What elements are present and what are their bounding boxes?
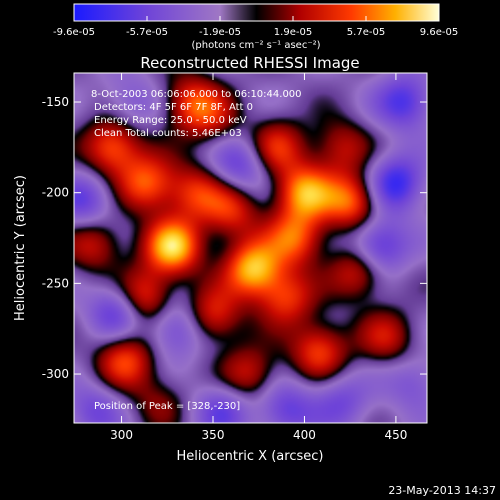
y-axis-label: Heliocentric Y (arcsec) [13, 175, 28, 321]
colorbar-tick-label: -5.7e-05 [126, 27, 168, 38]
colorbar: -9.6e-05 -5.7e-05 -1.9e-05 1.9e-05 5.7e-05 9.… [53, 3, 458, 51]
colorbar-ticks: -9.6e-05 -5.7e-05 -1.9e-05 1.9e-05 5.7e-05 9.… [53, 16, 458, 38]
annotation-detectors: Detectors: 4F 5F 6F 7F 8F, Att 0 [94, 102, 253, 113]
chart-title: Reconstructed RHESSI Image [140, 54, 359, 72]
colorbar-tick-label: -1.9e-05 [199, 27, 241, 38]
colorbar-tick-label: 9.6e-05 [420, 27, 458, 38]
y-tick-label: -150 [42, 95, 69, 109]
y-tick-label: -250 [42, 276, 69, 290]
timestamp-footer: 23-May-2013 14:37 [388, 484, 496, 497]
annotation-time-range: 8-Oct-2003 06:06:06.000 to 06:10:44.000 [91, 89, 302, 100]
colorbar-tick-label: 1.9e-05 [274, 27, 312, 38]
annotation-peak-position: Position of Peak = [328,-230] [94, 401, 240, 412]
plot-area: 300 350 400 450 -150 -200 -250 -300 [42, 72, 428, 442]
annotations: 8-Oct-2003 06:06:06.000 to 06:10:44.000 … [91, 89, 302, 412]
y-tick-label: -300 [42, 367, 69, 381]
x-tick-label: 350 [202, 428, 225, 442]
x-tick-label: 300 [110, 428, 133, 442]
annotation-energy-range: Energy Range: 25.0 - 50.0 keV [94, 115, 247, 126]
x-tick-label: 450 [384, 428, 407, 442]
colorbar-tick-label: 5.7e-05 [347, 27, 385, 38]
colorbar-gradient [73, 3, 440, 22]
colorbar-tick-label: -9.6e-05 [53, 27, 95, 38]
x-tick-label: 400 [293, 428, 316, 442]
annotation-clean-counts: Clean Total counts: 5.46E+03 [94, 128, 242, 139]
axis-ticks: 300 350 400 450 -150 -200 -250 -300 [42, 73, 427, 442]
heatmap-image [74, 73, 427, 423]
x-axis-label: Heliocentric X (arcsec) [177, 449, 324, 464]
colorbar-unit-label: (photons cm⁻² s⁻¹ asec⁻²) [191, 40, 320, 51]
plot-frame [73, 72, 428, 424]
y-tick-label: -200 [42, 186, 69, 200]
